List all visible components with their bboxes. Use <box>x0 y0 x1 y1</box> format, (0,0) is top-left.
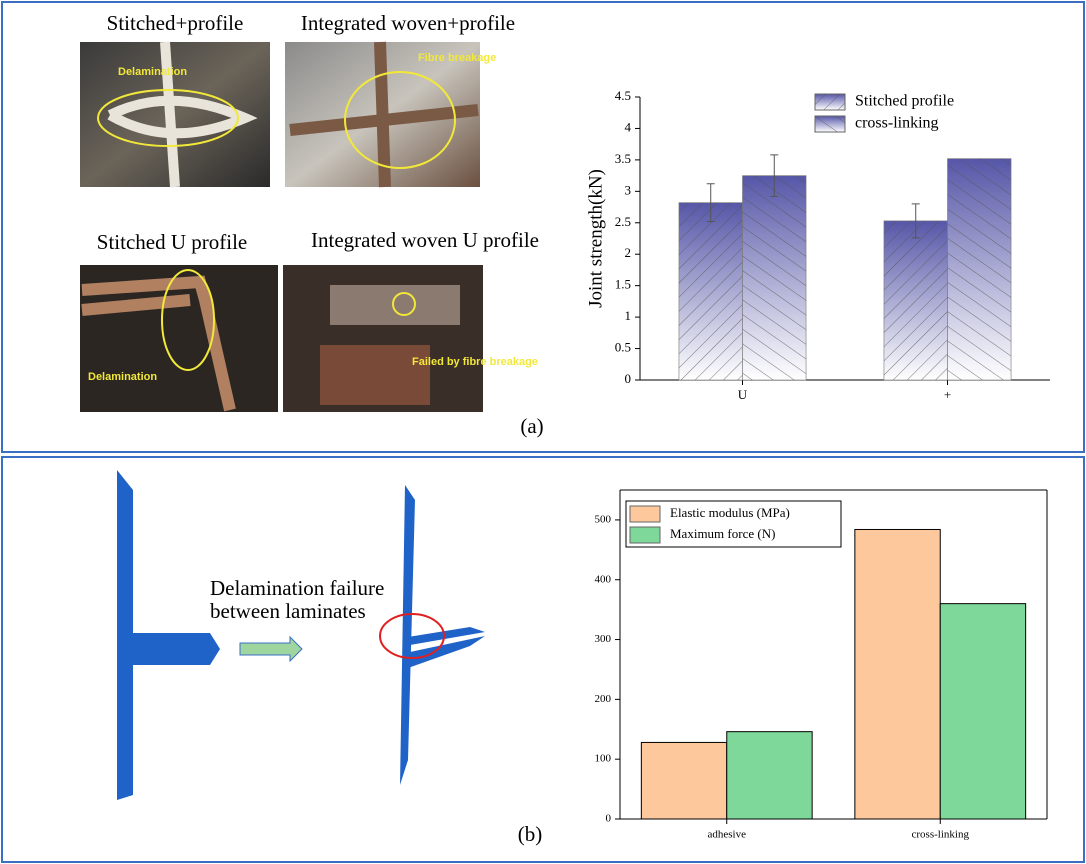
y-tick-label: 4 <box>625 119 632 134</box>
bar <box>679 203 743 380</box>
photo-annotation: Failed by fibre breakage <box>412 356 538 368</box>
y-tick-label: 0.5 <box>615 340 631 355</box>
legend-swatch <box>630 527 660 543</box>
x-tick-label: adhesive <box>708 829 747 841</box>
y-tick-label: 3 <box>625 182 632 197</box>
photo-annotation: Delamination <box>88 371 157 383</box>
bar <box>884 221 948 380</box>
arrow <box>240 637 302 661</box>
x-tick-label: cross-linking <box>912 829 970 841</box>
bar <box>641 742 726 819</box>
photo-caption: Integrated woven+profile <box>301 11 515 35</box>
y-tick-label: 1 <box>625 308 632 323</box>
y-tick-label: 500 <box>595 513 612 525</box>
x-tick-label: U <box>738 387 748 402</box>
legend-label: Maximum force (N) <box>670 526 775 541</box>
photo <box>283 265 483 412</box>
bar <box>940 604 1025 819</box>
y-tick-label: 0 <box>606 813 612 825</box>
y-tick-label: 3.5 <box>615 151 631 166</box>
photo-annotation: Fibre breakage <box>418 52 496 64</box>
legend-swatch <box>815 116 845 132</box>
legend-swatch <box>815 94 845 110</box>
y-tick-label: 100 <box>595 753 612 765</box>
legend-label: Elastic modulus (MPa) <box>670 505 790 520</box>
bar <box>855 529 940 819</box>
legend-label: Stitched profile <box>855 93 954 110</box>
y-tick-label: 4.5 <box>615 88 631 103</box>
bar <box>948 159 1012 380</box>
y-tick-label: 300 <box>595 633 612 645</box>
x-tick-label: + <box>944 387 951 402</box>
bar <box>727 732 812 819</box>
y-tick-label: 0 <box>625 371 632 386</box>
photo-annotation: Delamination <box>118 66 187 78</box>
legend-swatch <box>630 506 660 522</box>
y-tick-label: 2 <box>625 245 632 260</box>
y-axis-label: Joint strength(kN) <box>585 169 606 308</box>
photo-caption: Integrated woven U profile <box>311 228 539 252</box>
y-tick-label: 1.5 <box>615 277 631 292</box>
panel-label: (b) <box>518 822 543 846</box>
diagram-text: Delamination failure <box>210 576 384 600</box>
photo <box>80 42 270 187</box>
photo-caption: Stitched+profile <box>107 11 244 35</box>
photo-caption: Stitched U profile <box>97 230 247 254</box>
legend-label: cross-linking <box>855 115 939 132</box>
photo <box>80 265 278 412</box>
bar <box>743 176 807 380</box>
y-tick-label: 2.5 <box>615 214 631 229</box>
figure: Stitched+profile Integrated woven+profil… <box>0 0 1086 864</box>
diagram-text: between laminates <box>210 599 366 623</box>
y-tick-label: 200 <box>595 693 612 705</box>
y-tick-label: 400 <box>595 573 612 585</box>
panel-label: (a) <box>520 414 543 438</box>
diagram <box>117 470 485 800</box>
